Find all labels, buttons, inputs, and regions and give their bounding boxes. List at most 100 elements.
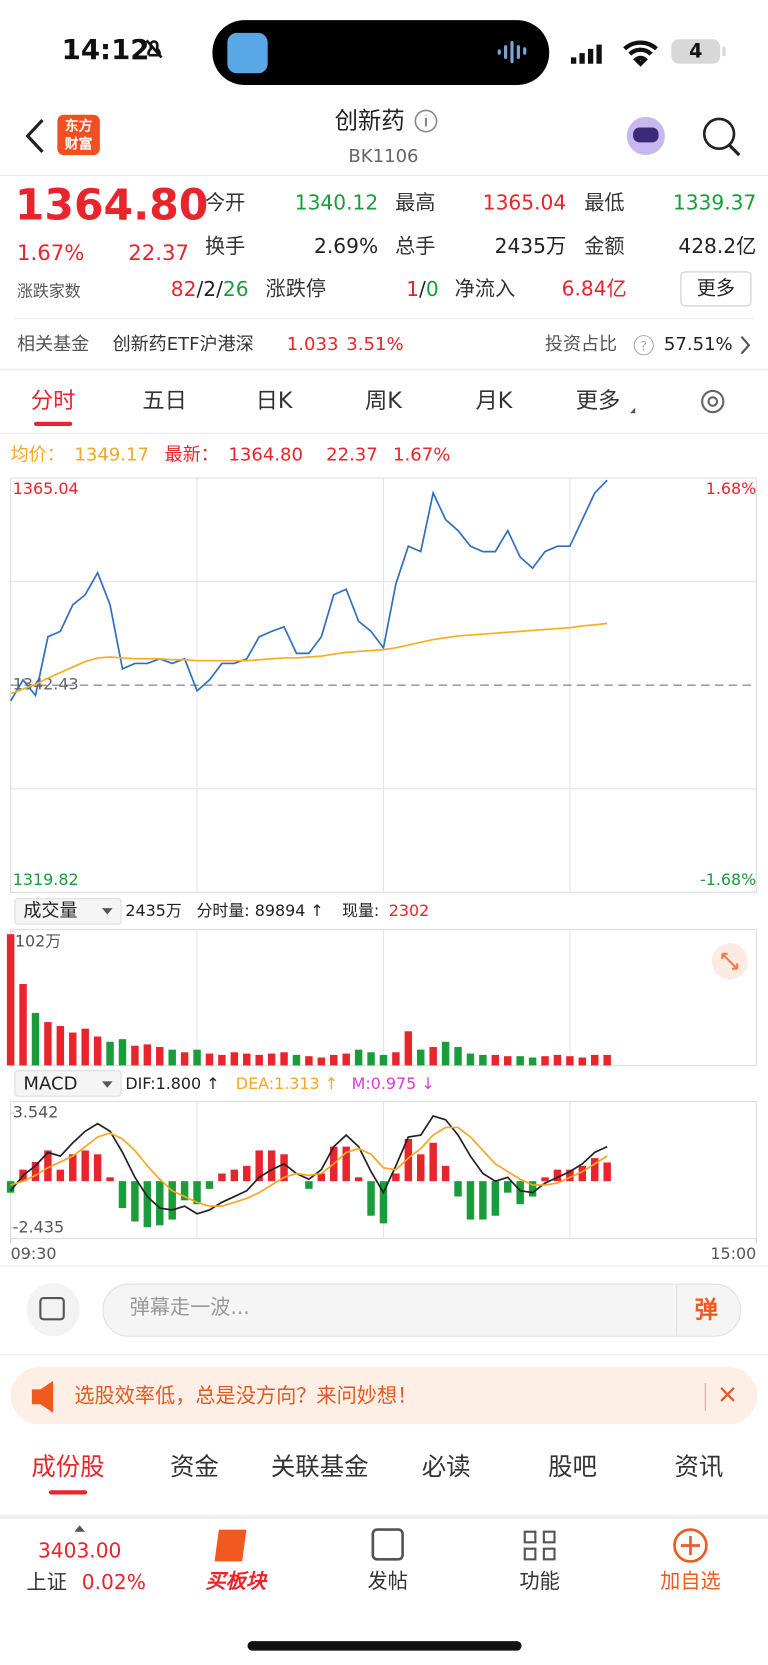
tab[interactable]: 日K bbox=[256, 388, 294, 414]
danmaku-button[interactable]: 弹 bbox=[695, 1295, 718, 1323]
macd-bar bbox=[267, 1150, 276, 1182]
breadth-part: / bbox=[196, 276, 203, 300]
volume-selector[interactable] bbox=[14, 898, 122, 925]
index-pct: 0.02% bbox=[82, 1570, 146, 1594]
sub-tab[interactable]: 成份股 bbox=[31, 1452, 104, 1481]
nav-item[interactable]: 买板块 bbox=[206, 1569, 268, 1593]
macd-selector[interactable] bbox=[14, 1070, 122, 1097]
volume-bar bbox=[106, 1041, 114, 1066]
speaker-icon bbox=[31, 1380, 54, 1413]
limit-part: 1 bbox=[406, 276, 419, 300]
back-button[interactable] bbox=[25, 118, 44, 153]
tab[interactable]: 分时 bbox=[31, 388, 76, 414]
volume-bar bbox=[504, 1056, 512, 1066]
macd-bar bbox=[243, 1165, 251, 1182]
change-pct: 1.67% bbox=[17, 241, 84, 266]
logo bbox=[57, 114, 100, 156]
y2-tick-label: 1.68% bbox=[706, 479, 757, 498]
info-icon[interactable] bbox=[414, 109, 438, 133]
sub-tab[interactable]: 必读 bbox=[422, 1452, 471, 1481]
sub-tab[interactable]: 资金 bbox=[170, 1452, 219, 1481]
audio-wave bbox=[497, 40, 527, 64]
help-icon[interactable] bbox=[633, 335, 654, 356]
dea-value: DEA:1.313 ↑ bbox=[236, 1074, 338, 1093]
danmaku-toggle[interactable] bbox=[26, 1283, 80, 1337]
volume-bar bbox=[429, 1047, 437, 1066]
tab[interactable]: 五日 bbox=[142, 388, 187, 414]
fund-price: 1.033 bbox=[287, 334, 339, 355]
macd-bar bbox=[441, 1165, 450, 1182]
comment-input[interactable] bbox=[102, 1283, 741, 1337]
volume-bar bbox=[118, 1039, 127, 1066]
ratio: 57.51% bbox=[664, 334, 733, 355]
macd-bar bbox=[118, 1181, 127, 1209]
tab[interactable]: 更多 bbox=[576, 388, 621, 414]
breadth-part: / bbox=[216, 276, 223, 300]
volume-bar bbox=[528, 1057, 537, 1066]
volume-bar bbox=[143, 1044, 152, 1066]
sub-tabs: 成份股 资金 关联基金 必读 股吧 资讯 bbox=[31, 1452, 723, 1495]
battery bbox=[671, 39, 721, 64]
chart-tabs: 分时 五日 日K 周K 月K 更多 bbox=[31, 388, 636, 426]
nav-item[interactable]: 加自选 bbox=[660, 1569, 721, 1593]
volume-bar bbox=[417, 1049, 425, 1066]
expand-icon bbox=[721, 952, 739, 970]
breadth-part: 2 bbox=[203, 276, 216, 300]
minute-volume: 分时量: 89894 ↑ bbox=[197, 901, 324, 920]
volume-bar bbox=[205, 1053, 214, 1066]
macd-bar bbox=[31, 1161, 40, 1182]
macd-bar bbox=[255, 1150, 263, 1182]
macd-bar bbox=[354, 1177, 363, 1182]
macd-bar bbox=[168, 1181, 176, 1220]
macd-bar bbox=[230, 1169, 239, 1182]
buy-icon bbox=[214, 1529, 247, 1562]
bottom-nav: 买板块 发帖 功能 加自选 bbox=[206, 1569, 721, 1593]
price-line bbox=[10, 622, 608, 695]
macd-bar bbox=[6, 1181, 15, 1193]
comment-placeholder: 弹幕走一波... bbox=[130, 1295, 250, 1319]
tab[interactable]: 月K bbox=[475, 388, 513, 414]
nav-item[interactable]: 发帖 bbox=[368, 1569, 408, 1593]
sub-tab[interactable]: 资讯 bbox=[675, 1452, 724, 1481]
nav-item[interactable]: 功能 bbox=[519, 1569, 559, 1593]
volume-bar bbox=[491, 1054, 500, 1066]
macd-bar bbox=[504, 1181, 512, 1193]
volume-bar bbox=[342, 1053, 350, 1066]
y-tick-label: 1342.43 bbox=[13, 675, 79, 694]
banner-close[interactable]: × bbox=[717, 1380, 738, 1410]
tab[interactable]: 周K bbox=[365, 388, 403, 414]
macd-bar bbox=[106, 1177, 114, 1182]
volume-bar bbox=[404, 1031, 413, 1066]
more-button[interactable] bbox=[680, 271, 752, 307]
macd-bar bbox=[591, 1158, 599, 1182]
volume-bar bbox=[19, 984, 27, 1066]
volume-bar bbox=[367, 1052, 375, 1066]
price: 1364.80 bbox=[15, 182, 208, 231]
search-icon[interactable] bbox=[702, 117, 736, 151]
field-label: 今开 bbox=[205, 190, 245, 214]
volume-bar bbox=[6, 934, 15, 1066]
y-tick-label: -2.435 bbox=[13, 1217, 64, 1236]
macd-bar bbox=[180, 1181, 189, 1201]
help-glyph: ? bbox=[640, 339, 647, 354]
settings-icon[interactable] bbox=[701, 389, 725, 414]
fund-pct: 3.51% bbox=[346, 334, 403, 355]
banner[interactable] bbox=[10, 1367, 758, 1425]
macd-bar bbox=[404, 1138, 413, 1182]
volume-bar bbox=[156, 1047, 164, 1066]
now-label: 现量: bbox=[342, 901, 379, 920]
volume-bar bbox=[354, 1049, 363, 1066]
fund-label: 相关基金 bbox=[17, 334, 89, 355]
last-change: 22.37 bbox=[326, 445, 378, 466]
macd-bar bbox=[566, 1169, 574, 1182]
volume-bar bbox=[56, 1026, 65, 1066]
sub-tab[interactable]: 关联基金 bbox=[271, 1452, 369, 1481]
macd-bar bbox=[578, 1165, 587, 1182]
code: BK1106 bbox=[348, 146, 418, 167]
breadth: 82/2/26 bbox=[171, 276, 249, 300]
sub-tab[interactable]: 股吧 bbox=[548, 1452, 597, 1481]
m-value: M:0.975 ↓ bbox=[352, 1074, 435, 1093]
volume-bar bbox=[441, 1041, 450, 1066]
volume-bar bbox=[44, 1022, 52, 1066]
